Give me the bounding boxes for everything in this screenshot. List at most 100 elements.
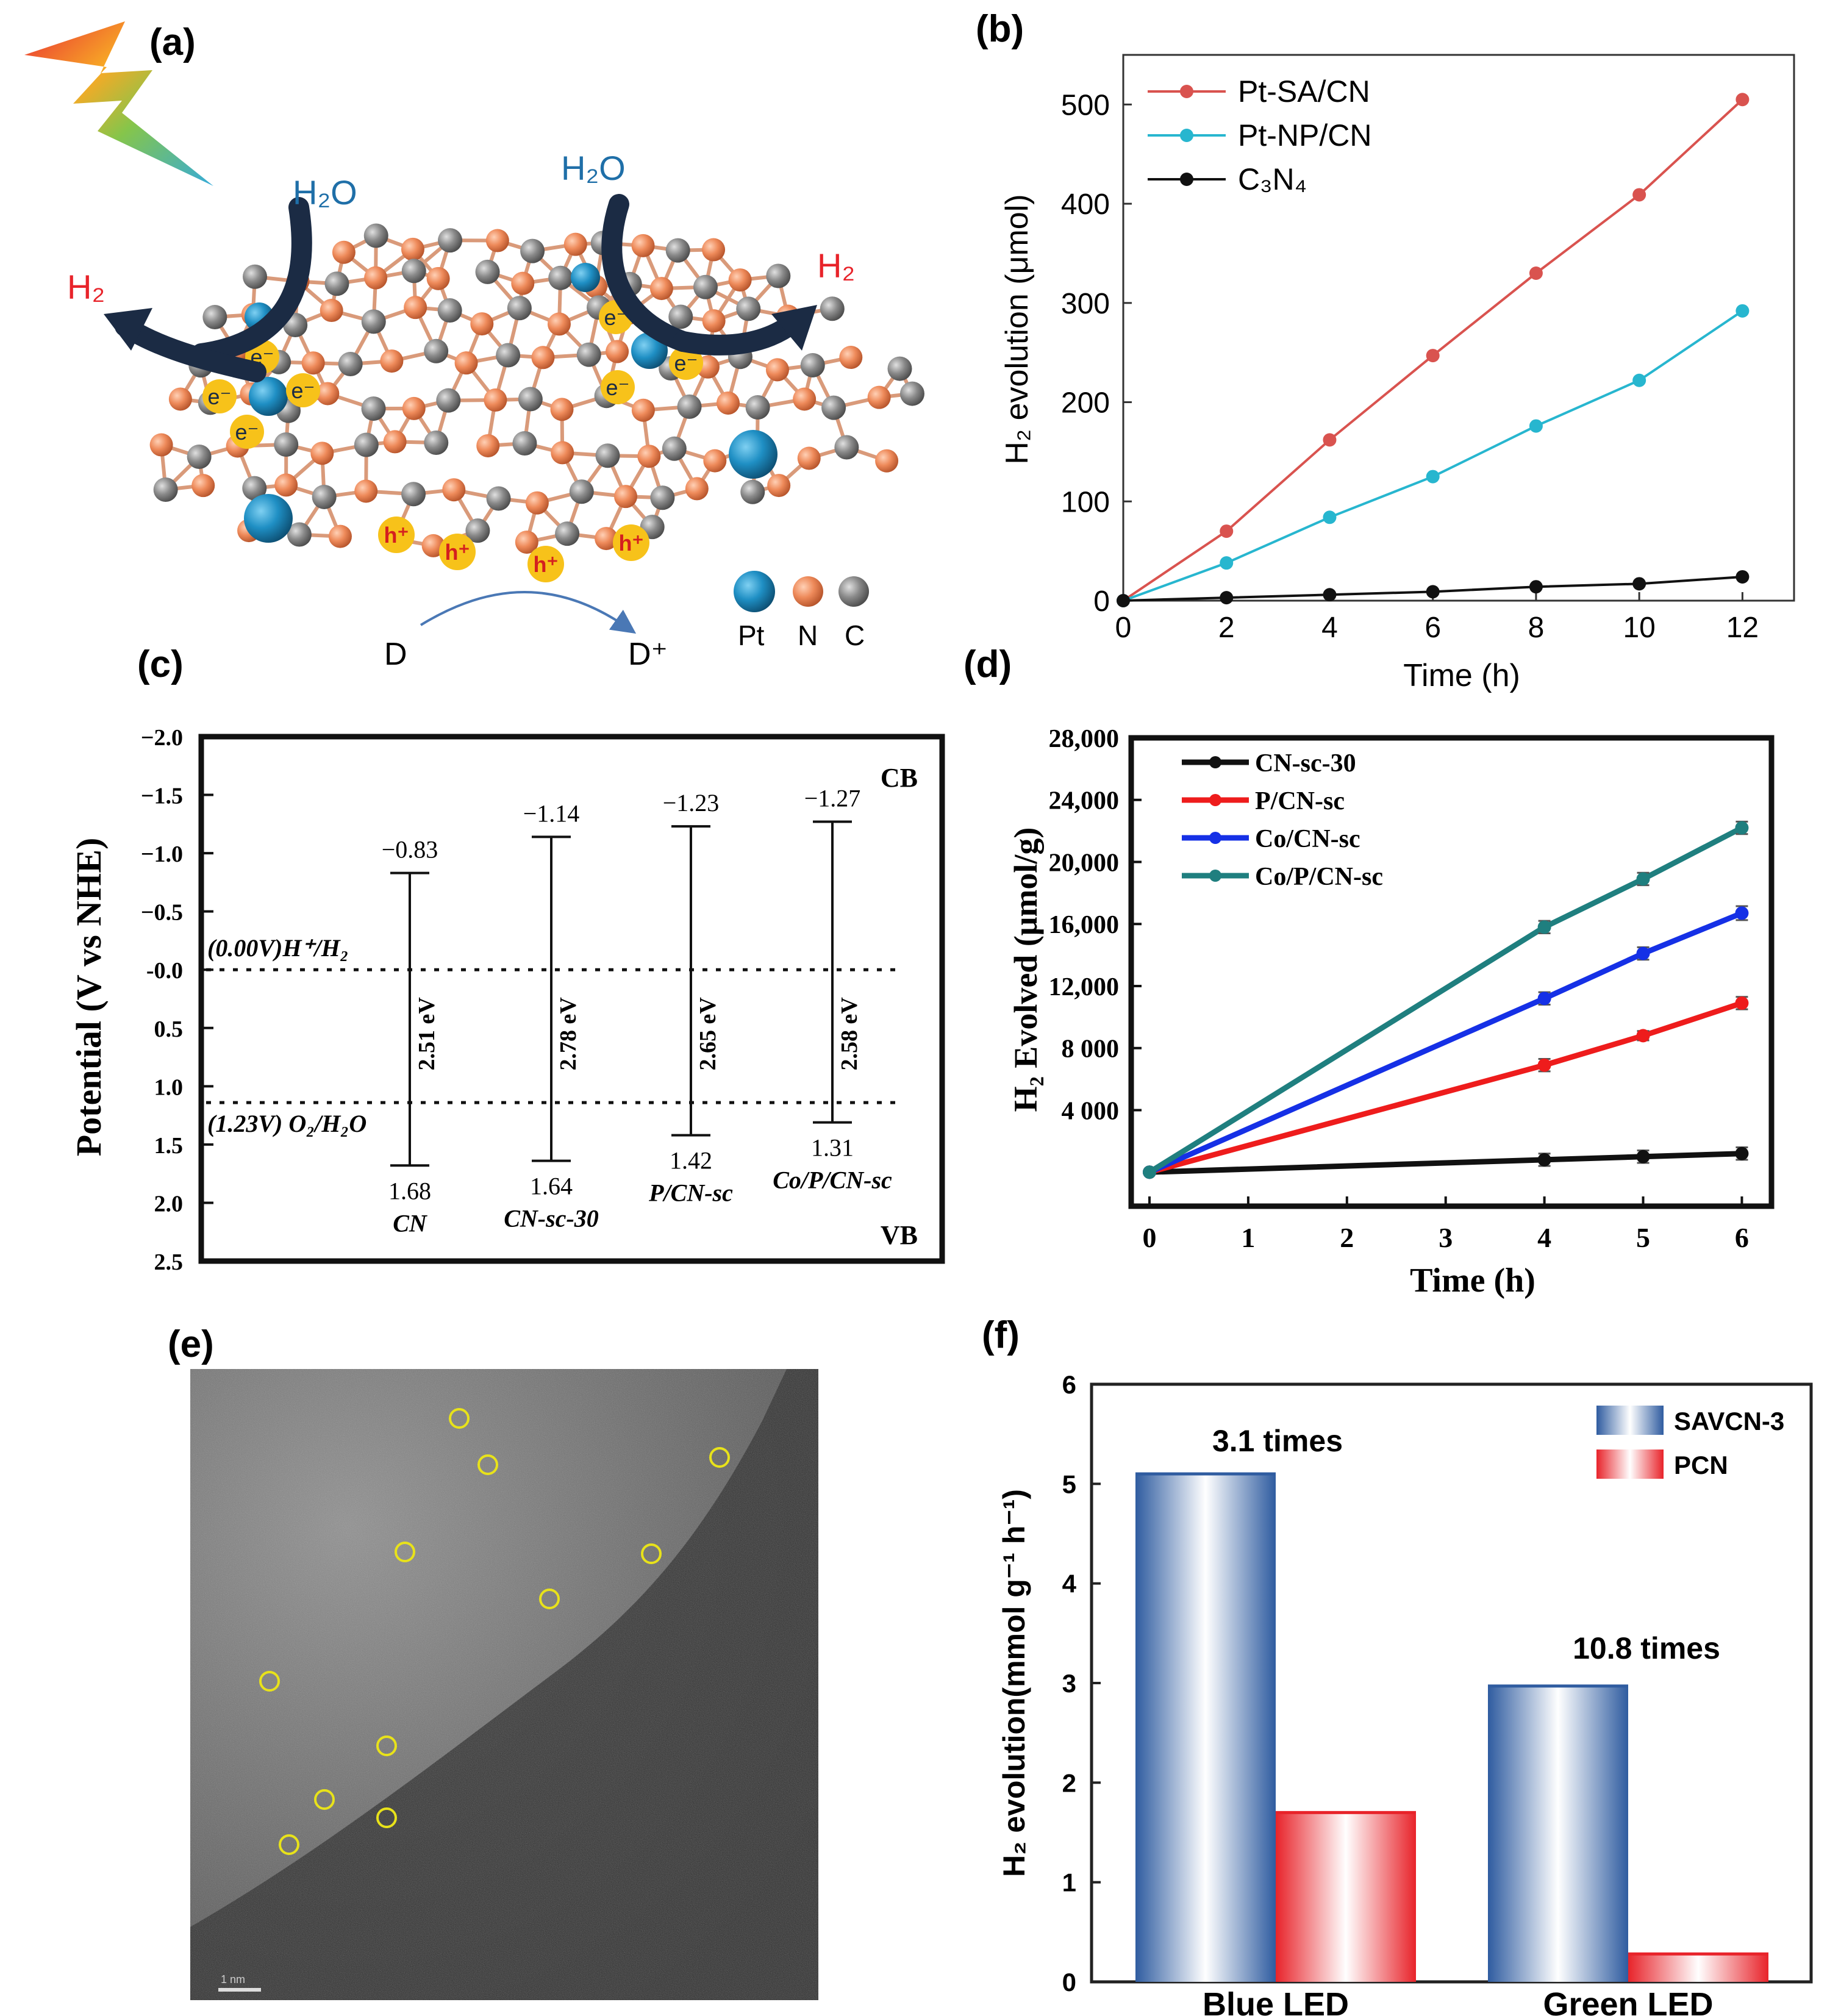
y-tick-label: 2.5 <box>154 1249 184 1275</box>
platinum-atom <box>249 377 288 416</box>
carbon-atom <box>361 309 386 334</box>
carbon-atom <box>202 305 227 330</box>
nitrogen-atom <box>401 237 424 261</box>
carbon-atom <box>438 228 463 253</box>
single-atom-marker <box>641 1543 662 1564</box>
y-tick-label: -0.0 <box>146 958 183 984</box>
carbon-atom <box>475 259 500 284</box>
y-tick-label: 2 <box>1062 1768 1076 1797</box>
data-point <box>1736 93 1750 107</box>
bar <box>1135 1474 1276 1982</box>
bars <box>1135 1472 1768 1982</box>
carbon-atom <box>745 395 770 420</box>
nitrogen-atom <box>793 387 817 411</box>
legend-pt-sphere <box>734 571 775 612</box>
single-atom-marker <box>376 1735 397 1756</box>
cb-value: −0.83 <box>382 836 438 863</box>
donor-oxidized-label: D⁺ <box>628 637 668 672</box>
y-tick-label: −0.5 <box>141 900 183 926</box>
hole-label: h⁺ <box>445 540 470 565</box>
nitrogen-atom <box>485 229 509 252</box>
nitrogen-atom <box>149 433 173 457</box>
data-point <box>1426 470 1440 484</box>
nitrogen-atom <box>402 396 426 420</box>
panel-letter-a: (a) <box>149 21 196 63</box>
vb-value: 1.31 <box>811 1134 854 1162</box>
y-tick-label: 0 <box>1093 585 1110 618</box>
carbon-atom <box>187 444 212 469</box>
x-category-label: Blue LED <box>1203 1986 1349 2016</box>
y-tick-label: 500 <box>1061 89 1110 121</box>
y-tick-label: 3 <box>1062 1669 1076 1698</box>
y-tick-label: 8 000 <box>1062 1035 1120 1063</box>
data-point <box>1537 992 1551 1006</box>
carbon-atom <box>548 265 573 290</box>
series-line <box>1148 1000 1743 1175</box>
h2o-label-left: H₂O <box>293 173 357 212</box>
data-point <box>1636 946 1650 960</box>
plot-frame <box>1128 735 1775 1209</box>
carbon-atom <box>887 356 912 381</box>
cb-value: −1.27 <box>804 785 861 812</box>
carbon-atom <box>361 396 386 421</box>
platinum-atom <box>244 494 293 543</box>
carbon-atom <box>518 387 543 412</box>
electron-badge <box>202 379 237 413</box>
legend-c-label: C <box>845 620 865 651</box>
nitrogen-atom <box>383 430 407 454</box>
y-tick-label: 16,000 <box>1049 911 1120 939</box>
x-tick-label: 4 <box>1537 1222 1551 1253</box>
carbon-atom <box>401 482 426 507</box>
carbon-atom <box>800 352 825 377</box>
single-atom-markers <box>259 1408 730 1855</box>
nitrogen-atom <box>631 234 655 257</box>
carbon-atom <box>662 436 687 461</box>
nitrogen-atom <box>476 434 500 457</box>
x-axis-title: Time (h) <box>1410 1262 1535 1299</box>
carbon-atom <box>766 263 791 288</box>
vb-value: 1.64 <box>530 1173 573 1200</box>
nitrogen-atom <box>614 485 638 509</box>
panel-a-schematic: e⁻e⁻ e⁻e⁻e⁻e⁻e⁻h⁺h⁺ h⁺h⁺ H₂O H₂O H₂ H₂ D D… <box>24 21 924 672</box>
x-tick-label: 10 <box>1623 612 1655 644</box>
nitrogen-atom <box>328 524 352 548</box>
nitrogen-atom <box>649 277 673 301</box>
nitrogen-atom <box>380 349 404 373</box>
y-tick-label: 2.0 <box>154 1191 184 1217</box>
legend-marker <box>1209 870 1221 882</box>
data-point <box>1636 872 1650 886</box>
single-atom-marker <box>395 1542 415 1562</box>
axis-ticks: 0 1 2 3 4 5 6 4 000 8 000 12,000 16,000 20,000 24,00… <box>1049 725 1749 1253</box>
h2-label-right: H₂ <box>817 246 855 285</box>
nitrogen-atom <box>702 238 726 262</box>
y-tick-label: 200 <box>1061 387 1110 420</box>
legend-n-sphere <box>793 576 823 607</box>
panel-letter-d: (d) <box>963 643 1012 685</box>
legend-label: Pt-NP/CN <box>1238 118 1371 152</box>
data-point <box>1537 1153 1551 1167</box>
legend-label: Co/P/CN-sc <box>1255 863 1383 891</box>
plot-frame <box>1122 54 1795 602</box>
plot-frame <box>198 734 945 1264</box>
nitrogen-atom <box>631 398 655 422</box>
x-tick-label: 0 <box>1115 612 1132 644</box>
nitrogen-atom <box>716 391 740 415</box>
series-layer <box>1117 93 1750 607</box>
carbon-atom <box>677 394 702 419</box>
annotation-green-led: 10.8 times <box>1573 1631 1720 1665</box>
x-tick-label: 12 <box>1726 612 1759 644</box>
carbon-atom <box>899 381 924 406</box>
y-tick-label: 1 <box>1062 1868 1076 1897</box>
x-tick-label: 2 <box>1218 612 1235 644</box>
x-tick-label: 4 <box>1321 612 1338 644</box>
data-point <box>1426 585 1440 599</box>
nitrogen-atom <box>550 398 574 421</box>
carbon-atom <box>153 477 178 502</box>
vb-value: 1.42 <box>670 1147 712 1174</box>
y-tick-label: 12,000 <box>1049 973 1120 1001</box>
carbon-atom <box>424 431 449 456</box>
y-tick-label: 1.0 <box>154 1074 184 1100</box>
x-axis-title: Time (h) <box>1403 658 1520 693</box>
nitrogen-atom <box>426 266 450 290</box>
